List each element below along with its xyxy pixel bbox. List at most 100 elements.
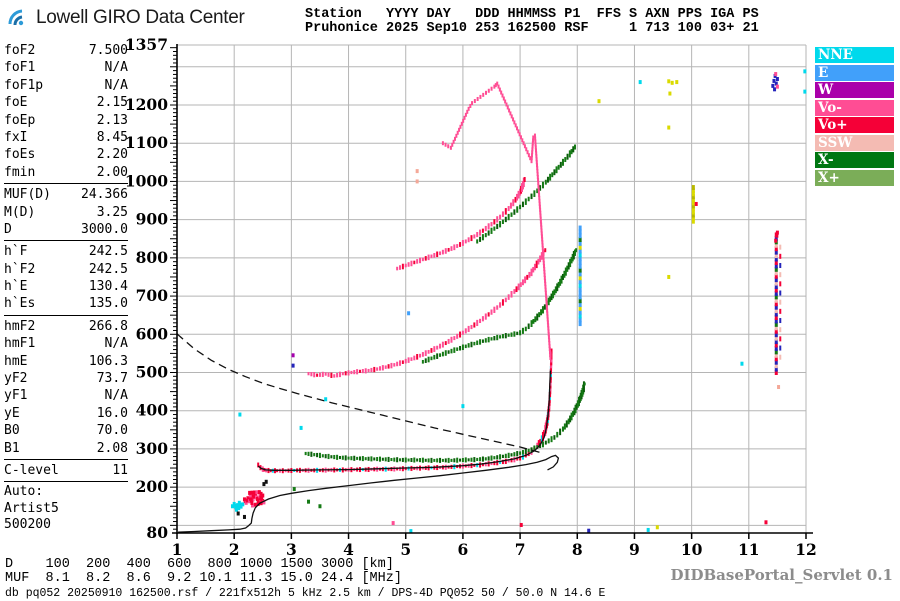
svg-text:1100: 1100 bbox=[125, 133, 168, 152]
svg-text:1000: 1000 bbox=[125, 171, 168, 190]
param-value: 130.4 bbox=[88, 279, 128, 295]
svg-text:11: 11 bbox=[738, 540, 760, 559]
param-value: 2.20 bbox=[96, 147, 128, 163]
param-name: M(D) bbox=[4, 204, 36, 220]
legend-item-nne: NNE bbox=[815, 47, 894, 63]
servlet-watermark: DIDBasePortal_Servlet 0.1 bbox=[670, 566, 893, 584]
svg-text:8: 8 bbox=[572, 540, 583, 559]
param-row: yE 16.0 bbox=[4, 405, 128, 422]
param-name: yF2 bbox=[4, 371, 28, 387]
logo: Lowell GIRO Data Center bbox=[8, 7, 245, 29]
param-value: 242.5 bbox=[88, 244, 128, 260]
param-row: foF2 7.500 bbox=[4, 42, 128, 59]
param-row: D 3000.0 bbox=[4, 221, 128, 238]
svg-text:12: 12 bbox=[795, 540, 817, 559]
param-row: h`E 130.4 bbox=[4, 278, 128, 295]
param-row: h`F 242.5 bbox=[4, 243, 128, 260]
svg-text:700: 700 bbox=[136, 286, 169, 305]
param-name: yF1 bbox=[4, 388, 28, 404]
status-line: db pq052 20250910 162500.rsf / 221fx512h… bbox=[5, 587, 606, 600]
param-name: h`Es bbox=[4, 296, 36, 312]
param-row: fxI 8.45 bbox=[4, 129, 128, 146]
autoscaler-label: 500200 bbox=[4, 517, 51, 533]
autoscaler-label: Auto: bbox=[4, 484, 44, 500]
svg-text:80: 80 bbox=[146, 523, 168, 542]
param-row: foEp 2.13 bbox=[4, 112, 128, 129]
svg-text:4: 4 bbox=[343, 540, 354, 559]
panel-separator bbox=[4, 240, 128, 242]
param-value: 2.00 bbox=[96, 164, 128, 180]
param-name: B1 bbox=[4, 440, 20, 456]
panel-separator bbox=[4, 183, 128, 185]
param-row: hmF1 N/A bbox=[4, 335, 128, 352]
param-name: hmF2 bbox=[4, 318, 36, 334]
legend-item-e: E bbox=[815, 64, 894, 81]
param-row: B0 70.0 bbox=[4, 422, 128, 439]
param-value: 24.366 bbox=[81, 187, 128, 203]
panel-separator bbox=[4, 314, 128, 316]
param-value: 266.8 bbox=[88, 318, 128, 334]
param-name: C-level bbox=[4, 462, 59, 478]
param-value: N/A bbox=[104, 388, 128, 404]
param-row: foEs 2.20 bbox=[4, 146, 128, 163]
autoscaler-label: Artist5 bbox=[4, 500, 59, 516]
panel-separator bbox=[4, 458, 128, 460]
svg-text:900: 900 bbox=[136, 210, 169, 229]
svg-text:5: 5 bbox=[400, 540, 411, 559]
param-name: foEs bbox=[4, 147, 36, 163]
legend-item-vo-: Vo- bbox=[815, 99, 894, 116]
param-row: foE 2.15 bbox=[4, 94, 128, 111]
svg-text:1357: 1357 bbox=[125, 35, 168, 54]
param-value: 7.500 bbox=[88, 43, 128, 58]
param-name: fmin bbox=[4, 164, 36, 180]
param-name: hmE bbox=[4, 353, 28, 369]
param-value: 3000.0 bbox=[81, 221, 128, 237]
param-value: 2.15 bbox=[96, 95, 128, 111]
echo-direction-legend: NNE E W Vo- Vo+ SSW X- X+ bbox=[815, 47, 894, 187]
param-value: N/A bbox=[104, 336, 128, 352]
param-name: h`F2 bbox=[4, 261, 36, 277]
param-name: B0 bbox=[4, 423, 20, 439]
svg-text:1200: 1200 bbox=[125, 95, 168, 114]
distance-row: D 100 200 400 600 800 1000 1500 3000 [km… bbox=[5, 557, 394, 572]
svg-text:3: 3 bbox=[286, 540, 297, 559]
legend-item-x+: X+ bbox=[815, 169, 894, 186]
param-row: h`Es 135.0 bbox=[4, 295, 128, 312]
param-name: foEp bbox=[4, 112, 36, 128]
param-name: foF1p bbox=[4, 77, 44, 93]
param-row: MUF(D) 24.366 bbox=[4, 186, 128, 203]
param-value: 8.45 bbox=[96, 129, 128, 145]
param-row: hmF2 266.8 bbox=[4, 318, 128, 335]
legend-item-vo+: Vo+ bbox=[815, 117, 894, 133]
panel-separator bbox=[4, 481, 128, 483]
param-value: 106.3 bbox=[88, 353, 128, 369]
param-row: foF1 N/A bbox=[4, 59, 128, 76]
param-name: h`F bbox=[4, 244, 28, 260]
param-value: 11 bbox=[112, 462, 128, 478]
param-row: hmE 106.3 bbox=[4, 353, 128, 370]
station-header-line2: Pruhonice 2025 Sep10 253 162500 RSF 1 71… bbox=[305, 21, 759, 36]
svg-text:1: 1 bbox=[172, 540, 183, 559]
param-value: 73.7 bbox=[96, 371, 128, 387]
param-row: M(D) 3.25 bbox=[4, 204, 128, 221]
param-row: fmin 2.00 bbox=[4, 164, 128, 181]
param-value: N/A bbox=[104, 77, 128, 93]
svg-text:9: 9 bbox=[629, 540, 640, 559]
param-name: h`E bbox=[4, 279, 28, 295]
param-row: yF1 N/A bbox=[4, 387, 128, 404]
svg-text:500: 500 bbox=[136, 362, 169, 381]
param-value: N/A bbox=[104, 60, 128, 76]
param-name: hmF1 bbox=[4, 336, 36, 352]
param-row: foF1p N/A bbox=[4, 77, 128, 94]
svg-text:10: 10 bbox=[681, 540, 703, 559]
param-row: h`F2 242.5 bbox=[4, 261, 128, 278]
param-value: 2.08 bbox=[96, 440, 128, 456]
param-name: foE bbox=[4, 95, 28, 111]
svg-text:2: 2 bbox=[229, 540, 240, 559]
parameter-panel: foF2 7.500 foF1 N/A foF1p N/A foE 2.15 foEp 2.13 f… bbox=[4, 42, 128, 534]
svg-text:300: 300 bbox=[136, 439, 169, 458]
param-value: 2.13 bbox=[96, 112, 128, 128]
legend-item-ssw: SSW bbox=[815, 134, 894, 151]
param-name: foF2 bbox=[4, 43, 36, 58]
